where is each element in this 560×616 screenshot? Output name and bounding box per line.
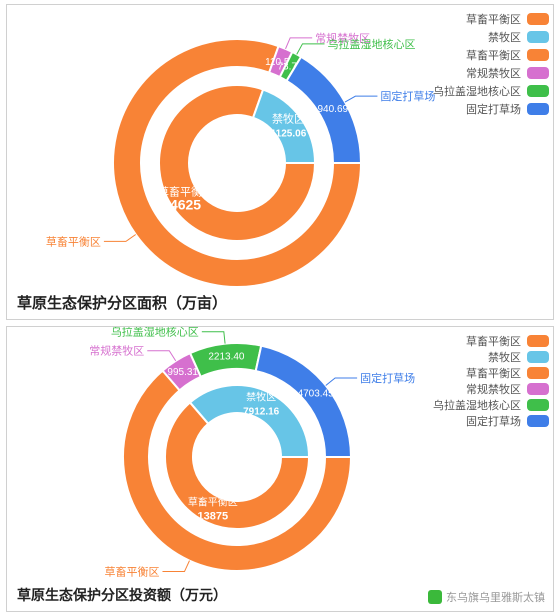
inner-slice[interactable] — [253, 90, 315, 163]
legend-swatch[interactable] — [527, 13, 549, 25]
leader-label: 固定打草场 — [360, 371, 415, 385]
outer-slice-value: 940.69 — [317, 104, 348, 115]
stage: 草畜平衡区4625禁牧区1125.06草畜平衡区常规禁牧区110.59乌拉盖湿地… — [0, 0, 560, 616]
inner-slice-label: 草畜平衡区 — [188, 496, 238, 509]
legend-swatch[interactable] — [527, 335, 549, 347]
outer-slice-value: 4703.45 — [298, 389, 335, 400]
leader-label: 草畜平衡区 — [104, 565, 159, 579]
outer-slice-value: 2213.40 — [208, 352, 245, 363]
legend-swatch[interactable] — [527, 399, 549, 411]
legend-label: 草畜平衡区 — [466, 48, 521, 62]
legend-label: 禁牧区 — [488, 30, 521, 44]
leader-label: 固定打草场 — [380, 89, 435, 103]
leader-label: 乌拉盖湿地核心区 — [111, 327, 199, 339]
legend-swatch[interactable] — [527, 67, 549, 79]
watermark-text: 东乌旗乌里雅斯太镇 — [446, 589, 545, 605]
legend-label: 固定打草场 — [466, 414, 521, 428]
leader-label: 常规禁牧区 — [89, 344, 144, 358]
legend-label: 草畜平衡区 — [466, 334, 521, 348]
inner-slice-value: 13875 — [198, 511, 229, 523]
wechat-icon — [428, 590, 442, 604]
inner-slice-label: 禁牧区 — [246, 390, 276, 403]
outer-slice-value: 995.31 — [167, 367, 198, 378]
legend-label: 乌拉盖湿地核心区 — [433, 398, 521, 412]
legend-swatch[interactable] — [527, 367, 549, 379]
chart-panel-investment: 草畜平衡区13875禁牧区7912.16草畜平衡区常规禁牧区995.31乌拉盖湿… — [6, 326, 554, 612]
leader-label: 草畜平衡区 — [46, 234, 101, 248]
legend-swatch[interactable] — [527, 351, 549, 363]
legend-swatch[interactable] — [527, 383, 549, 395]
chart-title-area: 草原生态保护分区面积（万亩） — [17, 292, 227, 313]
legend-label: 固定打草场 — [466, 102, 521, 116]
legend-label: 草畜平衡区 — [466, 366, 521, 380]
legend-swatch[interactable] — [527, 49, 549, 61]
inner-slice-value: 1125.06 — [271, 129, 307, 140]
legend-swatch[interactable] — [527, 31, 549, 43]
panel2-svg: 草畜平衡区13875禁牧区7912.16草畜平衡区常规禁牧区995.31乌拉盖湿… — [7, 327, 554, 587]
legend-label: 乌拉盖湿地核心区 — [433, 84, 521, 98]
leader-label: 乌拉盖湿地核心区 — [328, 37, 416, 51]
legend-swatch[interactable] — [527, 103, 549, 115]
watermark: 东乌旗乌里雅斯太镇 — [428, 589, 545, 605]
chart-panel-area: 草畜平衡区4625禁牧区1125.06草畜平衡区常规禁牧区110.59乌拉盖湿地… — [6, 4, 554, 320]
inner-slice-value: 4625 — [170, 196, 201, 212]
legend-swatch[interactable] — [527, 85, 549, 97]
legend-swatch[interactable] — [527, 415, 549, 427]
legend-label: 常规禁牧区 — [466, 66, 521, 80]
inner-slice-value: 7912.16 — [243, 406, 280, 417]
chart-title-investment: 草原生态保护分区投资额（万元） — [17, 585, 227, 605]
legend-label: 常规禁牧区 — [466, 382, 521, 396]
panel1-svg: 草畜平衡区4625禁牧区1125.06草畜平衡区常规禁牧区110.59乌拉盖湿地… — [7, 5, 554, 320]
legend-label: 草畜平衡区 — [466, 12, 521, 26]
legend-label: 禁牧区 — [488, 350, 521, 364]
inner-slice-label: 禁牧区 — [272, 112, 305, 126]
